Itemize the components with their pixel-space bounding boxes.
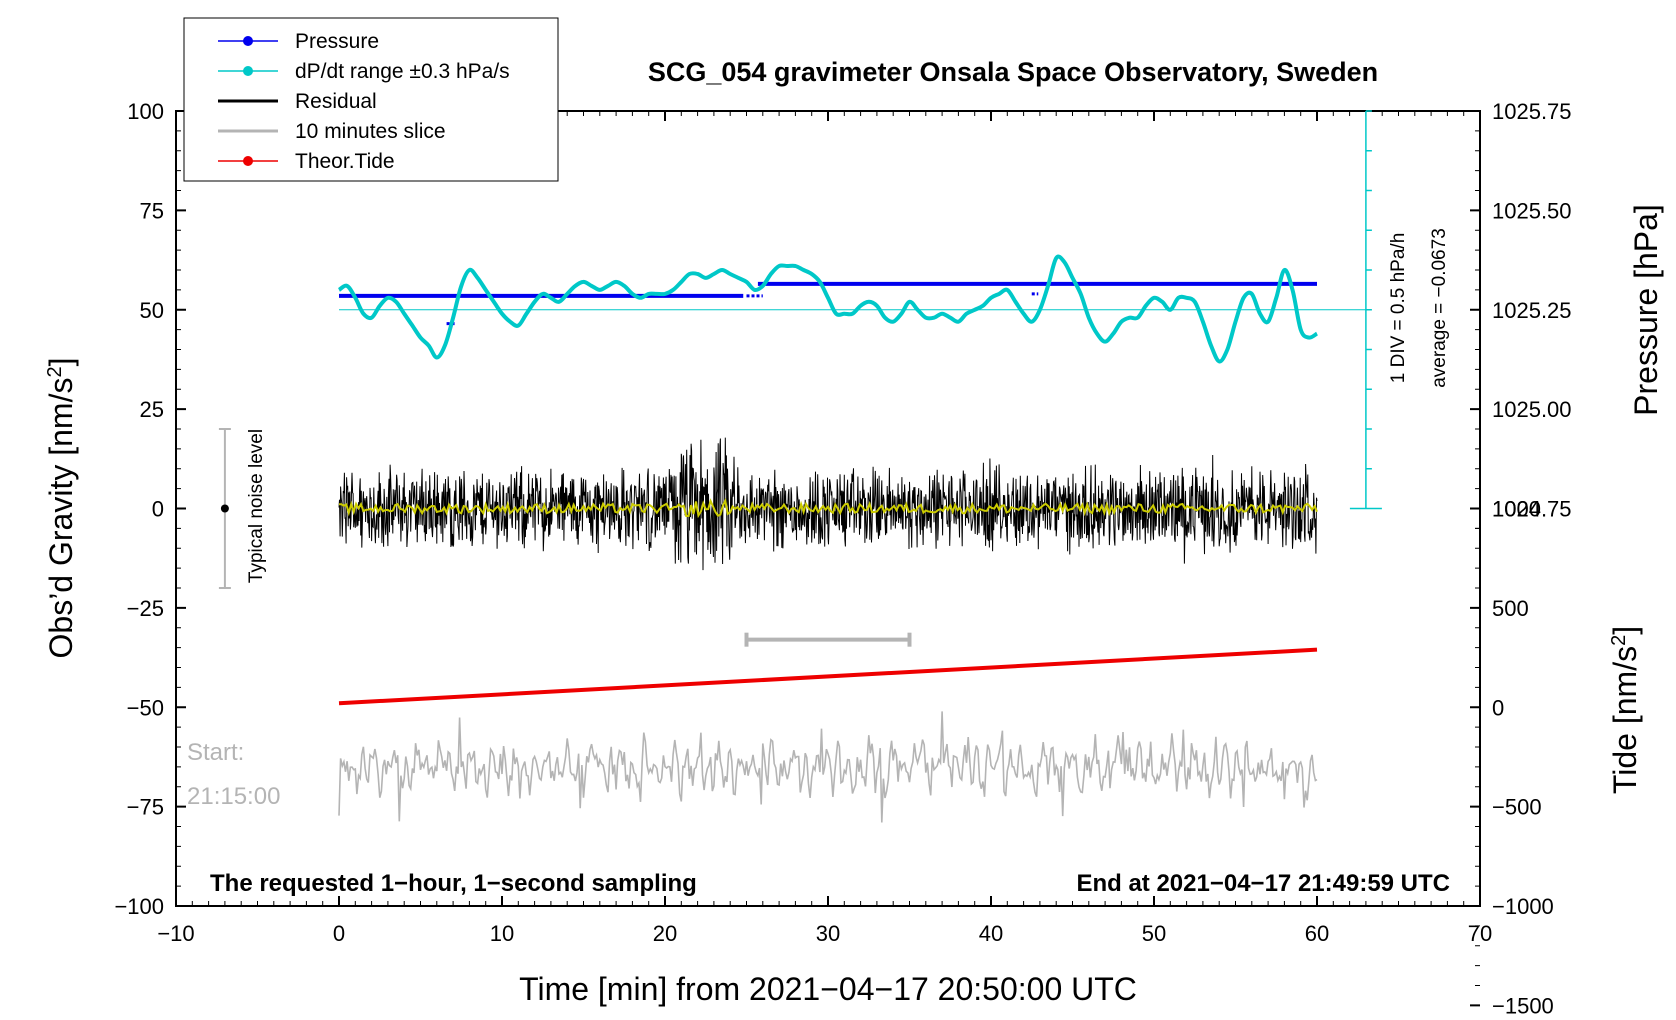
y-tick-label: 50 <box>140 298 164 323</box>
y-tick-label: −50 <box>127 695 164 720</box>
y-axis-title-left-base: Obs’d Gravity [nm/s <box>43 378 79 659</box>
tide-tick-label: 0 <box>1492 695 1504 720</box>
legend-label: Residual <box>295 90 377 113</box>
x-tick-label: 60 <box>1305 921 1329 946</box>
y-axis-title-left-sup: 2 <box>44 366 66 377</box>
smoothed-residual-trace <box>339 497 1318 519</box>
residual-trace <box>338 437 1318 571</box>
dpdt-group <box>337 254 1366 364</box>
pressure-axis-title: Pressure [hPa] <box>1628 204 1664 416</box>
tide-tick-label: 1000 <box>1492 497 1541 522</box>
noise-bar-dot <box>220 504 229 513</box>
pressure-scale-group <box>1349 110 1382 510</box>
tide-axis-title-base: Tide [nm/s <box>1607 646 1643 794</box>
pressure-tick-label: 1025.25 <box>1492 298 1572 323</box>
slice-trace-group <box>338 711 1318 823</box>
y-tick-label: −75 <box>127 795 164 820</box>
tide-axis-title-end: ] <box>1607 626 1643 635</box>
x-axis-ticks: −10 0 10 20 30 40 50 60 70 <box>157 111 1492 946</box>
x-tick-label: −10 <box>157 921 194 946</box>
pressure-axis-ticks: 1024.75 1025.00 1025.25 1025.50 1025.75 <box>1470 99 1572 529</box>
tide-tick-label: −1000 <box>1492 894 1554 919</box>
legend-marker <box>243 156 253 166</box>
slice-bar-group <box>744 632 912 647</box>
y-tick-label: 25 <box>140 397 164 422</box>
pressure-tick-label: 1024.75 <box>1492 497 1572 522</box>
start-label: Start: <box>187 739 244 766</box>
start-time: 21:15:00 <box>187 783 280 810</box>
legend-label: dP/dt range ±0.3 hPa/s <box>295 60 510 83</box>
legend: Pressure dP/dt range ±0.3 hPa/s Residual 10… <box>183 17 559 182</box>
pressure-tick-label: 1025.00 <box>1492 397 1572 422</box>
tide-tick-label: −500 <box>1492 795 1542 820</box>
tide-axis-title-sup: 2 <box>1608 635 1630 646</box>
sampling-note: The requested 1−hour, 1−second sampling <box>210 870 697 897</box>
slice-trace <box>338 711 1318 823</box>
legend-marker <box>243 66 253 76</box>
pressure-div-label: 1 DIV = 0.5 hPa/h <box>1388 233 1409 384</box>
x-tick-label: 70 <box>1468 921 1492 946</box>
y-axis-title-left: Obs’d Gravity [nm/s2] <box>43 358 79 659</box>
y-tick-label: −25 <box>127 596 164 621</box>
y-tick-label: 75 <box>140 198 164 223</box>
end-time-note: End at 2021−04−17 21:49:59 UTC <box>1076 870 1450 897</box>
legend-label: Theor.Tide <box>295 150 395 173</box>
noise-bar-group <box>218 428 231 589</box>
legend-items: Pressure dP/dt range ±0.3 hPa/s Residual 10… <box>218 30 510 173</box>
smoothed-residual-group <box>339 497 1318 519</box>
tide-line-group <box>338 647 1318 706</box>
tide-tick-label: 500 <box>1492 596 1529 621</box>
pressure-tick-label: 1025.50 <box>1492 198 1572 223</box>
x-tick-label: 30 <box>816 921 840 946</box>
x-tick-label: 50 <box>1142 921 1166 946</box>
tide-tick-label: −1500 <box>1492 993 1554 1018</box>
tide-axis-ticks: −1500 −1000 −500 0 500 1000 <box>1470 497 1554 1018</box>
legend-label: Pressure <box>295 30 379 53</box>
pressure-tick-label: 1025.75 <box>1492 99 1572 124</box>
y-tick-label: −100 <box>114 894 164 919</box>
x-tick-label: 0 <box>333 921 345 946</box>
tide-axis-title: Tide [nm/s2] <box>1607 626 1643 794</box>
y-tick-label: 0 <box>152 497 164 522</box>
pressure-average-label: average = −0.0673 <box>1429 228 1450 388</box>
y-tick-label: 100 <box>127 99 164 124</box>
x-tick-label: 20 <box>653 921 677 946</box>
residual-trace-group <box>338 437 1318 571</box>
y-axis-title-left-end: ] <box>43 358 79 367</box>
tide-line <box>338 647 1318 706</box>
dpdt-curve <box>337 254 1319 364</box>
x-tick-label: 10 <box>490 921 514 946</box>
legend-marker <box>243 36 253 46</box>
chart-title: SCG_054 gravimeter Onsala Space Observat… <box>648 57 1378 87</box>
x-axis-title: Time [min] from 2021−04−17 20:50:00 UTC <box>519 971 1137 1007</box>
x-tick-label: 40 <box>979 921 1003 946</box>
noise-level-label: Typical noise level <box>246 429 267 583</box>
legend-label: 10 minutes slice <box>295 120 446 143</box>
